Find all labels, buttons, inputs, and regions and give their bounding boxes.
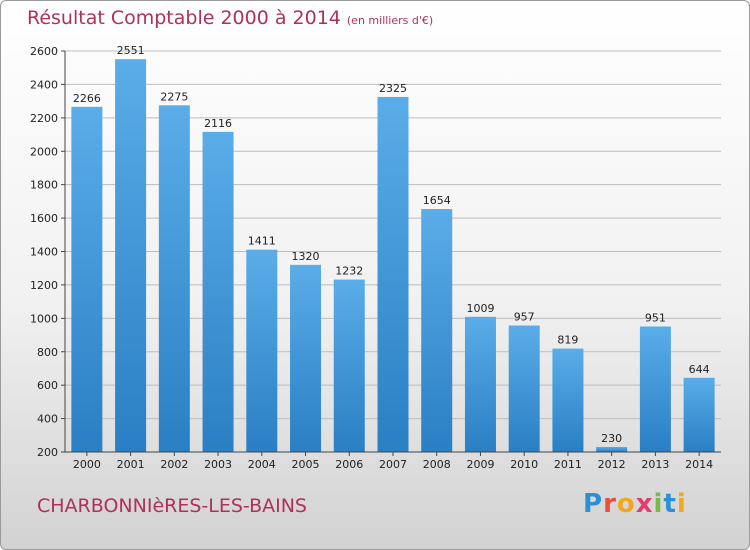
y-tick-label: 1400 [30,246,58,259]
x-tick-label: 2008 [423,458,451,471]
y-tick-label: 1200 [30,279,58,292]
bar-2002 [158,105,190,452]
logo-letter: o [616,489,636,519]
chart-title-text: Résultat Comptable 2000 à 2014 [27,7,341,29]
bar-2012 [596,446,628,452]
bar-2001 [115,59,147,453]
x-tick-label: 2000 [73,458,101,471]
x-tick-label: 2005 [292,458,320,471]
y-tick-label: 1800 [30,179,58,192]
bar-value-label: 1009 [466,302,494,315]
y-tick-label: 200 [37,446,58,459]
bar-2003 [202,131,234,452]
bar-2009 [464,316,496,452]
chart-title: Résultat Comptable 2000 à 2014 (en millie… [27,7,433,29]
bar-2005 [290,264,322,452]
bar-value-label: 2275 [160,90,188,103]
bar-value-label: 2116 [204,117,232,130]
y-tick-label: 1600 [30,212,58,225]
y-tick-label: 2200 [30,112,58,125]
axes: 200 400 600 800 1000 1200 1400 1600 1800 2000 2200… [30,45,721,471]
y-tick-label: 400 [37,413,58,426]
logo-letter: x [635,489,654,519]
x-tick-label: 2003 [204,458,232,471]
town-name: CHARBONNIèRES-LES-BAINS [37,495,307,517]
bar-2004 [246,249,278,452]
bar-value-label: 1232 [335,265,363,278]
x-tick-label: 2004 [248,458,276,471]
bar-value-label: 957 [514,311,535,324]
bar-value-label: 2266 [73,92,101,105]
bar-value-label: 2325 [379,82,407,95]
logo-letter: P [583,489,604,519]
bar-2007 [377,96,409,453]
x-tick-label: 2007 [379,458,407,471]
bar-value-label: 1654 [423,194,451,207]
bar-2014 [683,377,715,452]
bar-value-label: 819 [557,334,578,347]
x-tick-label: 2011 [554,458,582,471]
x-tick-label: 2013 [641,458,669,471]
bar-2010 [508,325,540,452]
bar-value-label: 951 [645,312,666,325]
x-tick-label: 2010 [510,458,538,471]
x-tick-label: 2009 [466,458,494,471]
y-tick-label: 2400 [30,78,58,91]
chart-subtitle: (en milliers d'€) [346,14,434,27]
bar-2011 [552,348,584,452]
bar-2000 [71,106,103,452]
x-tick-label: 2014 [685,458,713,471]
logo-letter: i [653,489,664,519]
bar-2008 [421,209,453,452]
bar-2013 [639,326,671,452]
y-tick-label: 2000 [30,145,58,158]
y-tick-label: 2600 [30,45,58,58]
x-tick-label: 2001 [117,458,145,471]
y-tick-label: 800 [37,346,58,359]
x-tick-label: 2006 [335,458,363,471]
bar-value-label: 230 [601,432,622,445]
bar-value-label: 644 [689,363,710,376]
x-tick-label: 2012 [598,458,626,471]
proxiti-logo: Proxiti [583,489,687,519]
bars: 2266 2551 2275 2116 1411 1320 1232 2325 1654 1009… [71,44,715,453]
x-tick-label: 2002 [160,458,188,471]
bar-2006 [333,279,365,452]
y-tick-label: 1000 [30,312,58,325]
bar-value-label: 1320 [292,250,320,263]
y-tick-label: 600 [37,379,58,392]
bar-value-label: 2551 [117,44,145,57]
logo-letter: r [603,489,617,519]
logo-letter: i [676,489,687,519]
logo-letter: t [663,489,677,519]
bar-value-label: 1411 [248,235,276,248]
